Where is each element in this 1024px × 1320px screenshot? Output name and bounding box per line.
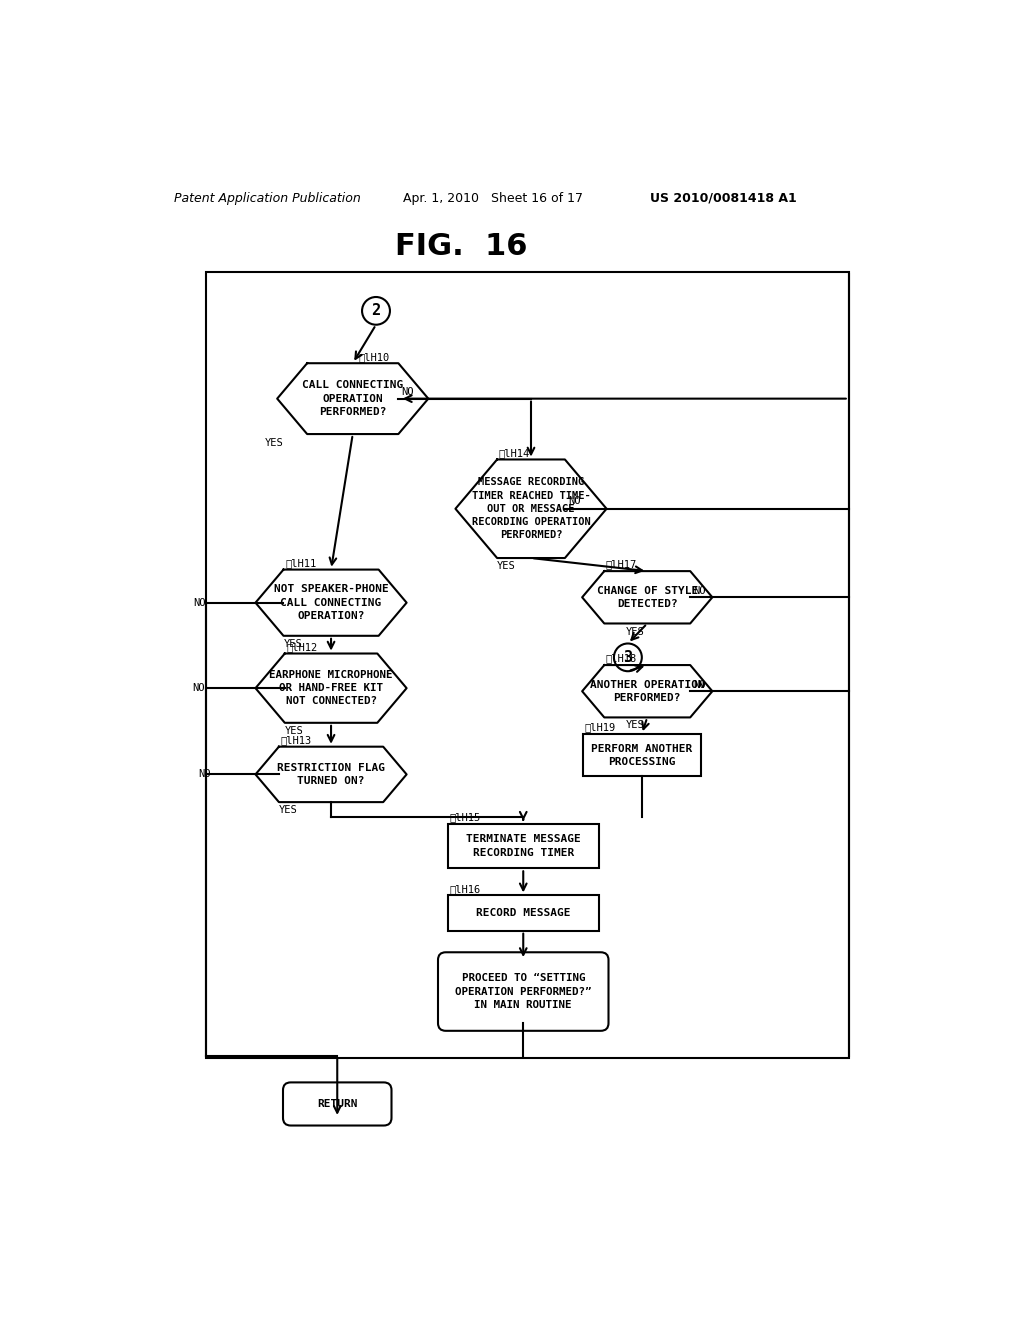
Text: RESTRICTION FLAG
TURNED ON?: RESTRICTION FLAG TURNED ON? [278,763,385,785]
Text: NO: NO [693,680,706,690]
Text: YES: YES [627,627,645,636]
Text: NO: NO [693,586,706,597]
Text: Patent Application Publication: Patent Application Publication [174,191,361,205]
Text: CALL CONNECTING
OPERATION
PERFORMED?: CALL CONNECTING OPERATION PERFORMED? [302,380,403,417]
Text: NO: NO [194,598,206,607]
Text: PERFORM ANOTHER
PROCESSING: PERFORM ANOTHER PROCESSING [591,743,692,767]
Text: EARPHONE MICROPHONE
OR HAND-FREE KIT
NOT CONNECTED?: EARPHONE MICROPHONE OR HAND-FREE KIT NOT… [269,671,393,706]
Text: ⿮lH19: ⿮lH19 [585,722,615,733]
Text: Apr. 1, 2010   Sheet 16 of 17: Apr. 1, 2010 Sheet 16 of 17 [403,191,583,205]
Text: FIG.  16: FIG. 16 [395,232,527,261]
Text: YES: YES [284,639,302,649]
Text: ⿮lH18: ⿮lH18 [606,653,637,664]
Text: NO: NO [401,388,414,397]
Text: ⿮lH12: ⿮lH12 [287,642,317,652]
Text: RETURN: RETURN [317,1100,357,1109]
Bar [447,824,599,869]
Bar [206,272,849,1057]
Text: NOT SPEAKER-PHONE
CALL CONNECTING
OPERATION?: NOT SPEAKER-PHONE CALL CONNECTING OPERAT… [273,585,388,620]
Text: NO: NO [568,496,581,506]
Text: CHANGE OF STYLE
DETECTED?: CHANGE OF STYLE DETECTED? [597,586,698,609]
Text: ⿮lH13: ⿮lH13 [281,735,311,744]
Text: NO: NO [198,770,210,779]
Text: ⿮lH15: ⿮lH15 [450,812,480,822]
Text: RECORD MESSAGE: RECORD MESSAGE [476,908,570,917]
Text: NO: NO [191,684,205,693]
Text: ⿮lH11: ⿮lH11 [285,558,316,568]
Text: YES: YES [279,805,298,816]
Bar [447,895,599,931]
Text: ⿮lH10: ⿮lH10 [359,351,390,362]
Text: YES: YES [497,561,516,572]
Text: PROCEED TO “SETTING
OPERATION PERFORMED?”
IN MAIN ROUTINE: PROCEED TO “SETTING OPERATION PERFORMED?… [455,973,592,1010]
Text: ⿮lH17: ⿮lH17 [606,560,637,570]
Text: YES: YES [264,438,284,447]
Text: 3: 3 [624,649,633,665]
Text: MESSAGE RECORDING
TIMER REACHED TIME-
OUT OR MESSAGE
RECORDING OPERATION
PERFORM: MESSAGE RECORDING TIMER REACHED TIME- OU… [472,478,591,540]
Text: YES: YES [285,726,303,735]
Text: US 2010/0081418 A1: US 2010/0081418 A1 [649,191,797,205]
Text: ⿮lH16: ⿮lH16 [450,884,480,894]
Bar [583,734,700,776]
Text: ANOTHER OPERATION
PERFORMED?: ANOTHER OPERATION PERFORMED? [590,680,705,702]
Text: YES: YES [627,721,645,730]
Text: ⿮lH14: ⿮lH14 [499,447,529,458]
Text: TERMINATE MESSAGE
RECORDING TIMER: TERMINATE MESSAGE RECORDING TIMER [466,834,581,858]
Text: 2: 2 [372,304,381,318]
